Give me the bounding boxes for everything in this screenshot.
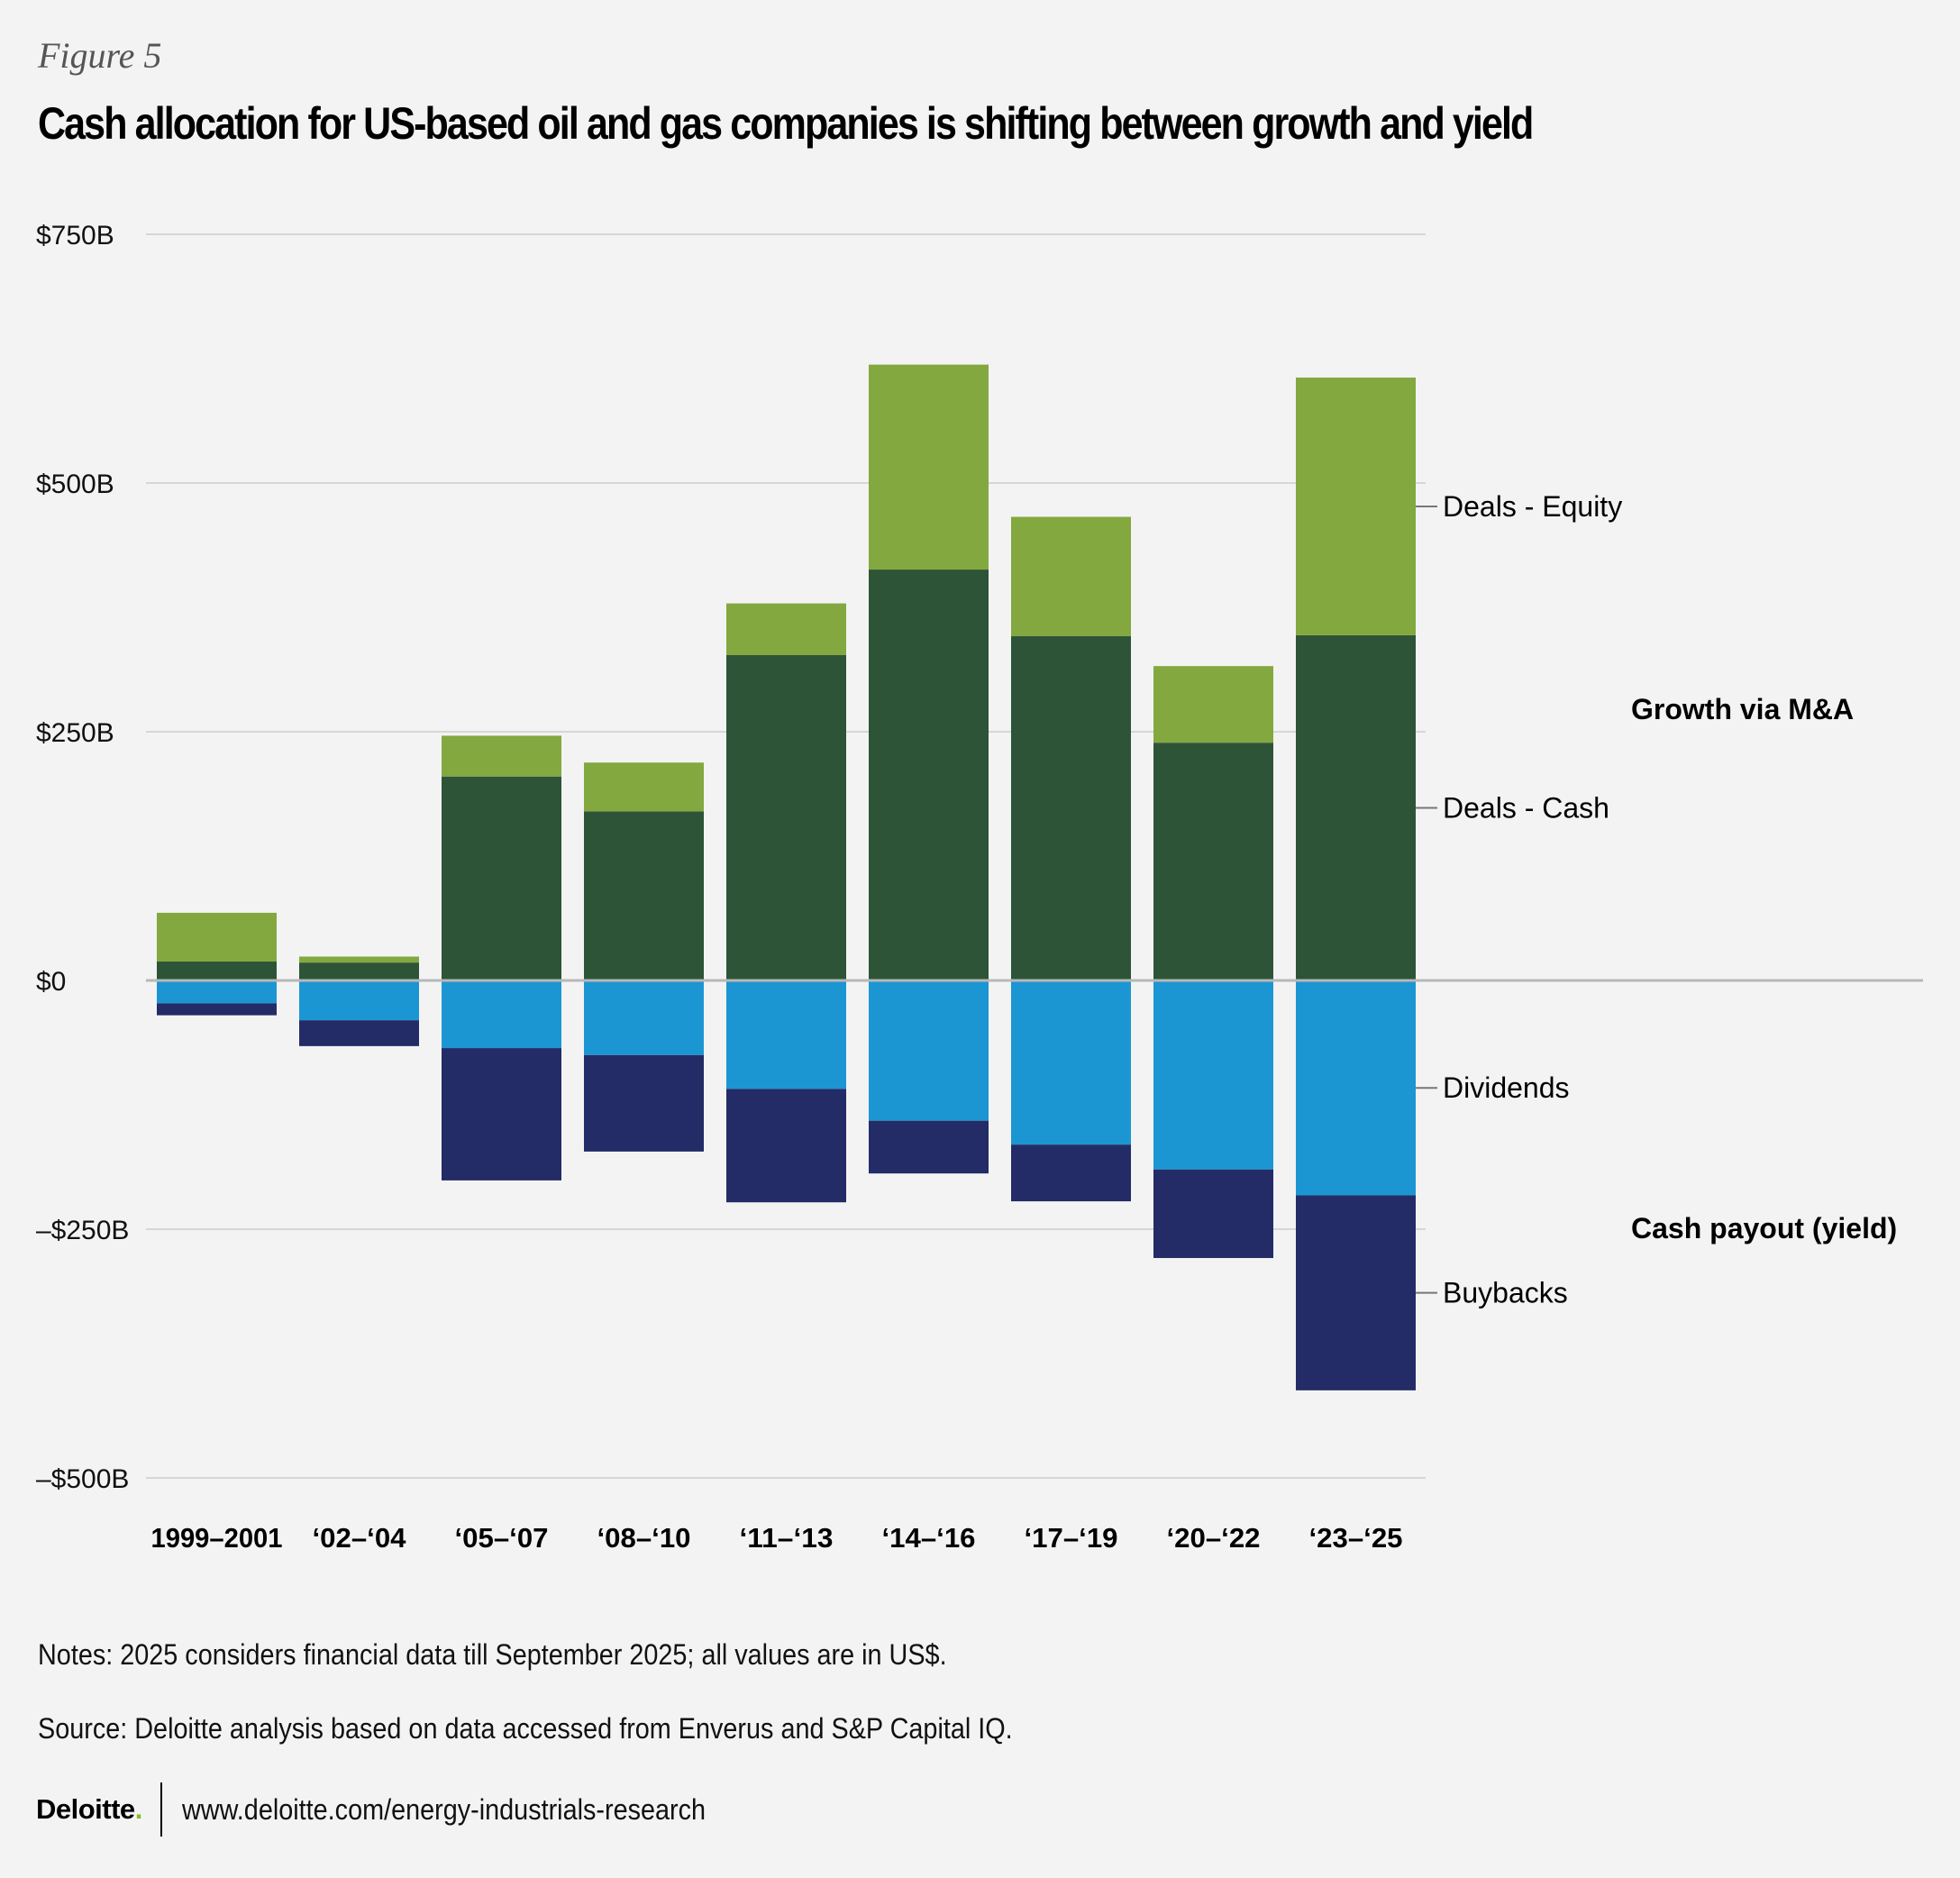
bar-segment-dividends bbox=[1011, 980, 1131, 1145]
bar-segment-deals-cash bbox=[869, 570, 989, 980]
bar-segment-dividends bbox=[157, 980, 277, 1004]
stacked-bar-chart: $750B $500B $250B $0 –$250B –$500B 1999–2001 ‘… bbox=[36, 221, 1923, 1554]
bar-segment-deals-equity bbox=[299, 956, 419, 963]
bar-segment-buybacks bbox=[1296, 1195, 1416, 1390]
bar-segment-dividends bbox=[584, 980, 704, 1055]
bar-segment-deals-cash bbox=[157, 962, 277, 980]
x-tick-label: ‘11–‘13 bbox=[740, 1522, 834, 1554]
logo-dot-icon: . bbox=[134, 1793, 143, 1825]
bar-segment-deals-equity bbox=[584, 762, 704, 812]
bar-segment-deals-equity bbox=[157, 912, 277, 962]
x-tick-label: ‘17–‘19 bbox=[1025, 1522, 1118, 1554]
bar-segment-dividends bbox=[1153, 980, 1273, 1170]
x-tick-label: 1999–2001 bbox=[151, 1522, 283, 1554]
bar-segment-deals-cash bbox=[442, 776, 561, 980]
bar-segment-deals-equity bbox=[869, 364, 989, 570]
bar-segment-buybacks bbox=[1011, 1144, 1131, 1202]
bar-segment-buybacks bbox=[1153, 1169, 1273, 1259]
y-tick-label: $250B bbox=[36, 718, 114, 748]
bar-segment-dividends bbox=[299, 980, 419, 1021]
legend-label: Deals - Equity bbox=[1443, 490, 1622, 523]
group-label-growth: Growth via M&A bbox=[1631, 693, 1854, 725]
bar-segment-dividends bbox=[442, 980, 561, 1049]
y-tick-label: $0 bbox=[36, 967, 66, 997]
bar-segment-deals-equity bbox=[1153, 666, 1273, 743]
legend-label: Buybacks bbox=[1443, 1277, 1568, 1309]
bar-segment-deals-cash bbox=[1153, 743, 1273, 980]
footer-divider bbox=[160, 1782, 162, 1837]
y-axis: $750B $500B $250B $0 –$250B –$500B bbox=[36, 221, 129, 1494]
notes-text: Notes: 2025 considers financial data til… bbox=[38, 1638, 947, 1671]
bar-segment-deals-equity bbox=[726, 603, 846, 655]
bar-segment-buybacks bbox=[584, 1054, 704, 1152]
bar-segment-deals-cash bbox=[299, 962, 419, 980]
deloitte-logo: Deloitte. bbox=[36, 1793, 142, 1826]
bar-segment-buybacks bbox=[157, 1003, 277, 1016]
bar-segment-buybacks bbox=[726, 1089, 846, 1203]
x-tick-label: ‘05–‘07 bbox=[455, 1522, 549, 1554]
footer: Deloitte. www.deloitte.com/energy-indust… bbox=[36, 1782, 763, 1837]
legend-label: Deals - Cash bbox=[1443, 791, 1609, 824]
source-text: Source: Deloitte analysis based on data … bbox=[38, 1712, 1013, 1745]
y-tick-label: –$250B bbox=[36, 1216, 129, 1245]
bar-segment-dividends bbox=[1296, 980, 1416, 1196]
y-tick-label: –$500B bbox=[36, 1464, 129, 1494]
bar-segment-buybacks bbox=[299, 1020, 419, 1046]
x-tick-label: ‘02–‘04 bbox=[313, 1522, 407, 1554]
bar-segment-deals-equity bbox=[1011, 516, 1131, 637]
x-tick-label: ‘20–‘22 bbox=[1167, 1522, 1261, 1554]
bar-segment-deals-cash bbox=[1296, 634, 1416, 980]
y-tick-label: $750B bbox=[36, 221, 114, 251]
bar-segment-dividends bbox=[726, 980, 846, 1089]
x-tick-label: ‘14–‘16 bbox=[882, 1522, 976, 1554]
bar-segment-deals-equity bbox=[442, 735, 561, 777]
bar-segment-buybacks bbox=[869, 1120, 989, 1174]
x-tick-label: ‘23–‘25 bbox=[1309, 1522, 1403, 1554]
bar-segment-deals-cash bbox=[1011, 636, 1131, 980]
legend: Deals - Equity Deals - Cash Dividends Buyba… bbox=[1416, 490, 1897, 1309]
bar-segment-buybacks bbox=[442, 1048, 561, 1181]
bar-segment-deals-equity bbox=[1296, 377, 1416, 635]
group-label-payout: Cash payout (yield) bbox=[1631, 1212, 1897, 1244]
bar-segment-deals-cash bbox=[726, 654, 846, 980]
footer-url-link[interactable]: www.deloitte.com/energy-industrials-rese… bbox=[181, 1792, 706, 1826]
logo-text: Deloitte bbox=[36, 1793, 135, 1825]
y-tick-label: $500B bbox=[36, 470, 114, 499]
x-axis: 1999–2001 ‘02–‘04 ‘05–‘07 ‘08–‘10 ‘11–‘13 ‘14… bbox=[151, 1522, 1403, 1554]
chart-title: Cash allocation for US-based oil and gas… bbox=[38, 98, 1534, 149]
bar-segment-dividends bbox=[869, 980, 989, 1121]
legend-label: Dividends bbox=[1443, 1071, 1570, 1104]
bar-segment-deals-cash bbox=[584, 811, 704, 980]
x-tick-label: ‘08–‘10 bbox=[597, 1522, 691, 1554]
bars bbox=[157, 364, 1416, 1390]
figure-label: Figure 5 bbox=[38, 35, 162, 76]
